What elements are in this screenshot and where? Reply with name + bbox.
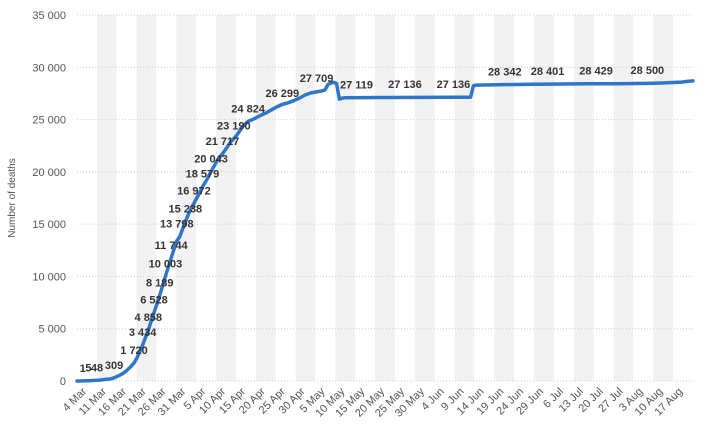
column-band (573, 15, 594, 381)
data-label: 18 579 (186, 169, 220, 181)
data-label: 27 709 (300, 73, 334, 85)
column-band (414, 15, 435, 381)
data-label: 28 342 (488, 67, 522, 79)
column-band (216, 15, 236, 381)
data-label: 5 (85, 363, 91, 375)
data-label: 10 003 (149, 258, 183, 270)
data-label: 20 043 (194, 153, 228, 165)
data-label: 26 299 (266, 88, 300, 100)
data-label: 28 429 (579, 66, 613, 78)
data-label: 1 720 (120, 345, 148, 357)
y-tick-label: 15 000 (32, 219, 66, 231)
data-labels-group: 1 5 48 309 1 720 3 434 4 858 6 528 8 189 10 003 11… (80, 65, 665, 375)
data-label: 15 238 (169, 204, 203, 216)
y-tick-label: 35 000 (32, 10, 66, 22)
column-band (494, 15, 515, 381)
y-axis-title: Number of deaths (7, 158, 18, 238)
column-band (454, 15, 475, 381)
horizontal-gridlines (77, 14, 693, 382)
y-tick-label: 5 000 (38, 324, 66, 336)
y-tick-label: 10 000 (32, 271, 66, 283)
column-band (136, 15, 157, 381)
data-label: 28 401 (531, 66, 565, 78)
column-band (613, 15, 634, 381)
data-label: 24 824 (231, 103, 266, 115)
data-label: 48 (91, 362, 103, 374)
series-group (75, 79, 695, 383)
column-band (375, 15, 395, 381)
column-band (96, 15, 117, 381)
data-label: 27 136 (437, 79, 471, 91)
data-label: 13 798 (160, 219, 194, 231)
data-label: 23 190 (217, 120, 251, 132)
deaths-series-line (75, 79, 695, 383)
data-label: 11 744 (155, 240, 189, 252)
column-band (653, 15, 674, 381)
y-tick-label: 25 000 (32, 115, 66, 127)
alternating-column-bands (96, 15, 674, 381)
y-axis-tick-labels: 0 5 000 10 000 15 000 20 000 25 000 30 000 35 0… (32, 10, 66, 388)
data-label: 1 (80, 363, 86, 375)
data-label: 28 500 (631, 65, 665, 77)
y-tick-label: 30 000 (32, 62, 66, 74)
data-label: 8 189 (146, 277, 174, 289)
data-label: 3 434 (129, 327, 157, 339)
data-label: 4 858 (135, 312, 163, 324)
data-label: 27 136 (388, 79, 422, 91)
column-band (176, 15, 197, 381)
column-band (255, 15, 276, 381)
y-tick-label: 0 (60, 376, 66, 388)
data-label: 16 972 (177, 186, 211, 198)
data-label: 6 528 (140, 295, 168, 307)
column-band (295, 15, 316, 381)
column-band (534, 15, 554, 381)
data-label: 27 119 (340, 79, 373, 91)
data-label: 21 717 (206, 136, 240, 148)
data-label: 309 (105, 360, 123, 372)
y-tick-label: 20 000 (32, 167, 66, 179)
column-band (335, 15, 356, 381)
